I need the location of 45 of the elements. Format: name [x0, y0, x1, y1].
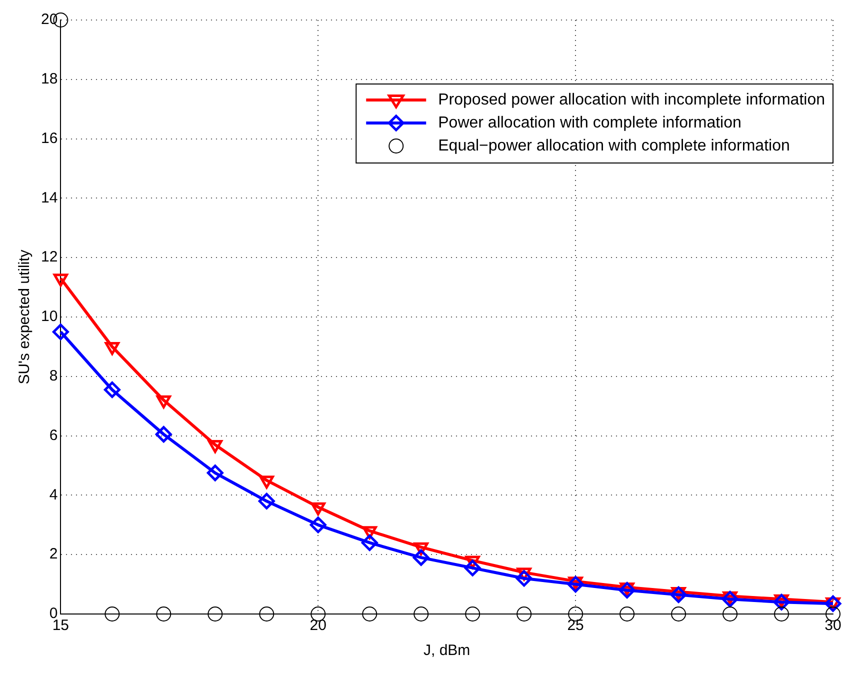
point	[208, 440, 222, 453]
point	[414, 606, 429, 622]
point	[516, 570, 532, 587]
y-tick-label: 18	[40, 70, 58, 88]
point	[671, 606, 686, 622]
point	[362, 606, 378, 622]
point	[620, 606, 635, 622]
x-tick-label: 15	[52, 617, 70, 634]
point	[516, 606, 532, 622]
point	[310, 502, 326, 516]
x-tick-label: 25	[567, 617, 584, 634]
point	[310, 516, 326, 534]
point	[259, 476, 274, 489]
y-tick-label: 14	[40, 189, 58, 206]
point	[259, 606, 274, 622]
y-axis-title: SU's expected utility	[16, 249, 34, 384]
point	[104, 342, 120, 355]
point	[774, 606, 790, 622]
y-tick-label: 6	[49, 426, 58, 444]
point	[412, 549, 430, 566]
point	[464, 560, 481, 576]
point	[52, 324, 69, 340]
point	[156, 395, 171, 408]
legend-label: Power allocation with complete information	[438, 114, 742, 132]
y-tick-label: 12	[40, 248, 58, 266]
y-tick-label: 4	[49, 486, 58, 504]
x-tick-label: 20	[310, 617, 326, 634]
point	[361, 534, 378, 551]
point	[208, 606, 223, 622]
point	[722, 606, 738, 622]
legend-label: Proposed power allocation with incomplete information	[438, 91, 825, 108]
point	[104, 606, 120, 622]
y-tick-label: 8	[49, 368, 58, 385]
point	[104, 382, 120, 398]
point	[53, 274, 68, 287]
y-tick-label: 10	[40, 308, 58, 326]
y-tick-label: 16	[40, 130, 58, 147]
point	[155, 426, 172, 443]
point	[156, 606, 172, 622]
point	[206, 464, 224, 482]
x-axis-title: J, dBm	[424, 642, 470, 660]
point	[465, 606, 480, 622]
legend-label: Equal−power allocation with complete information	[438, 137, 790, 154]
point	[258, 492, 275, 510]
y-tick-label: 2	[49, 546, 58, 563]
